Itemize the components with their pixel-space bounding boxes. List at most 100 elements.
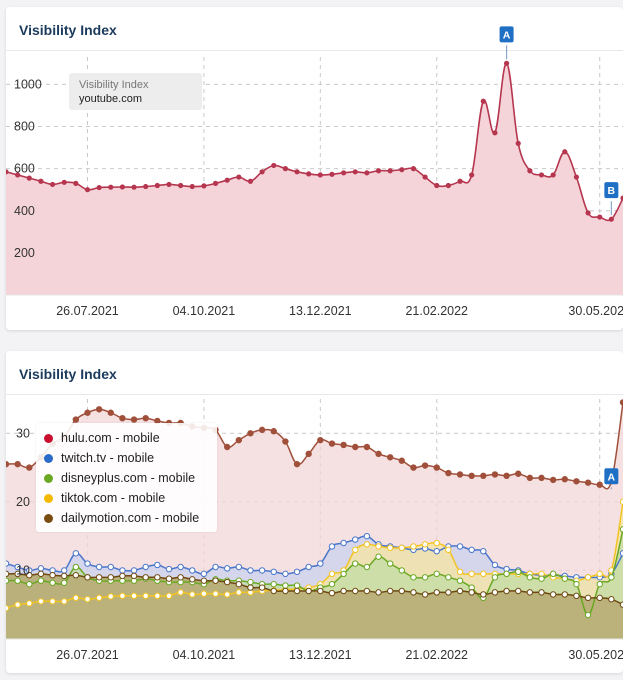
data-point xyxy=(235,436,243,444)
chart-1-svg[interactable]: 200 400 600 800 1000 26.07.2021 04.10.2021 13.1… xyxy=(6,7,623,330)
data-point xyxy=(293,568,301,576)
chart-2-svg[interactable]: 10 20 30 26.07.2021 04.10.2021 13.12.2021 21.0… xyxy=(6,351,623,673)
data-point xyxy=(306,171,312,177)
data-point xyxy=(270,580,277,588)
data-point xyxy=(37,565,45,572)
data-point xyxy=(305,563,312,571)
data-point xyxy=(480,98,486,104)
legend-dot-icon xyxy=(44,433,53,443)
x-tick-label: 30.05.2022 xyxy=(568,304,623,318)
data-point xyxy=(456,577,464,584)
data-point xyxy=(282,166,288,172)
data-point xyxy=(468,546,475,554)
annotation-flag xyxy=(499,26,514,43)
y-tick-label: 200 xyxy=(14,246,35,260)
data-point xyxy=(468,570,475,578)
data-point xyxy=(235,563,243,571)
data-point xyxy=(6,570,10,578)
data-point xyxy=(61,179,67,185)
visibility-chart-card-competitors: Visibility Index 10 20 30 26.07.2021 04.10.2… xyxy=(6,351,623,673)
data-point xyxy=(433,464,440,471)
data-point xyxy=(328,589,336,597)
data-point xyxy=(596,570,603,578)
data-point xyxy=(84,574,91,581)
data-point xyxy=(456,587,464,595)
data-point xyxy=(282,570,289,578)
data-point xyxy=(480,472,487,480)
data-point xyxy=(433,539,440,547)
x-tick-label: 13.12.2021 xyxy=(289,648,352,662)
legend-item-disneyplus[interactable]: disneyplus.com - mobile xyxy=(44,468,209,488)
legend-item-hulu[interactable]: hulu.com - mobile xyxy=(44,428,209,448)
data-point xyxy=(223,578,231,586)
data-point xyxy=(200,590,208,597)
x-tick-label: 04.10.2021 xyxy=(173,304,236,318)
data-point xyxy=(72,563,80,571)
data-point xyxy=(421,574,429,581)
data-point xyxy=(352,560,359,567)
data-point xyxy=(398,567,406,574)
data-point xyxy=(584,479,592,486)
data-point xyxy=(433,589,440,596)
legend-label: disneyplus.com - mobile xyxy=(61,471,196,485)
data-point xyxy=(538,474,545,482)
x-tick-label: 21.02.2022 xyxy=(405,648,468,662)
data-point xyxy=(329,171,335,177)
series-points xyxy=(6,60,623,222)
y-tick-label: 400 xyxy=(14,204,35,218)
data-point xyxy=(271,162,277,169)
data-point xyxy=(386,544,394,552)
data-point xyxy=(61,579,68,586)
legend-label: hulu.com - mobile xyxy=(61,431,160,445)
data-point xyxy=(95,574,103,581)
series-points xyxy=(6,570,623,608)
data-point xyxy=(340,441,347,449)
data-point xyxy=(386,560,394,567)
legend-dot-icon xyxy=(44,453,53,463)
x-tick-label: 04.10.2021 xyxy=(173,648,236,662)
y-tick-label: 30 xyxy=(16,426,30,440)
data-point xyxy=(212,577,219,584)
legend-item-dailymotion[interactable]: dailymotion.com - mobile xyxy=(44,508,209,528)
data-point xyxy=(49,181,56,188)
data-point xyxy=(6,577,10,584)
data-point xyxy=(515,587,522,595)
data-point xyxy=(597,214,603,220)
data-point xyxy=(119,415,126,422)
data-point xyxy=(305,450,312,458)
data-point xyxy=(620,195,623,201)
data-point xyxy=(270,587,277,595)
title-divider xyxy=(6,50,623,51)
data-point xyxy=(72,594,80,602)
data-point xyxy=(375,553,382,560)
data-point xyxy=(526,474,534,482)
legend-item-twitch[interactable]: twitch.tv - mobile xyxy=(44,448,209,468)
data-point xyxy=(317,560,324,567)
data-point xyxy=(26,572,33,579)
data-point xyxy=(61,572,68,580)
data-point xyxy=(585,210,591,216)
data-point xyxy=(550,172,556,178)
annotation-label: A xyxy=(503,29,511,41)
data-point xyxy=(130,592,138,600)
annotation-marker-a: A xyxy=(499,26,514,60)
data-point xyxy=(584,574,592,581)
data-point xyxy=(96,184,102,191)
data-point xyxy=(165,575,173,582)
series-area xyxy=(6,63,623,295)
data-point xyxy=(491,561,499,569)
data-point xyxy=(119,567,126,574)
data-point xyxy=(526,589,534,596)
data-point xyxy=(386,454,394,461)
data-point xyxy=(352,587,359,595)
legend-item-tiktok[interactable]: tiktok.com - mobile xyxy=(44,488,209,508)
data-point xyxy=(317,172,323,178)
data-point xyxy=(189,591,196,598)
data-point xyxy=(247,578,254,586)
visibility-chart-card-youtube: Visibility Index 200 400 600 800 1000 26.07.2… xyxy=(6,7,623,330)
data-point xyxy=(95,406,103,413)
data-point xyxy=(72,572,80,579)
data-point xyxy=(492,130,498,136)
data-point xyxy=(14,563,21,571)
data-point xyxy=(95,594,103,602)
